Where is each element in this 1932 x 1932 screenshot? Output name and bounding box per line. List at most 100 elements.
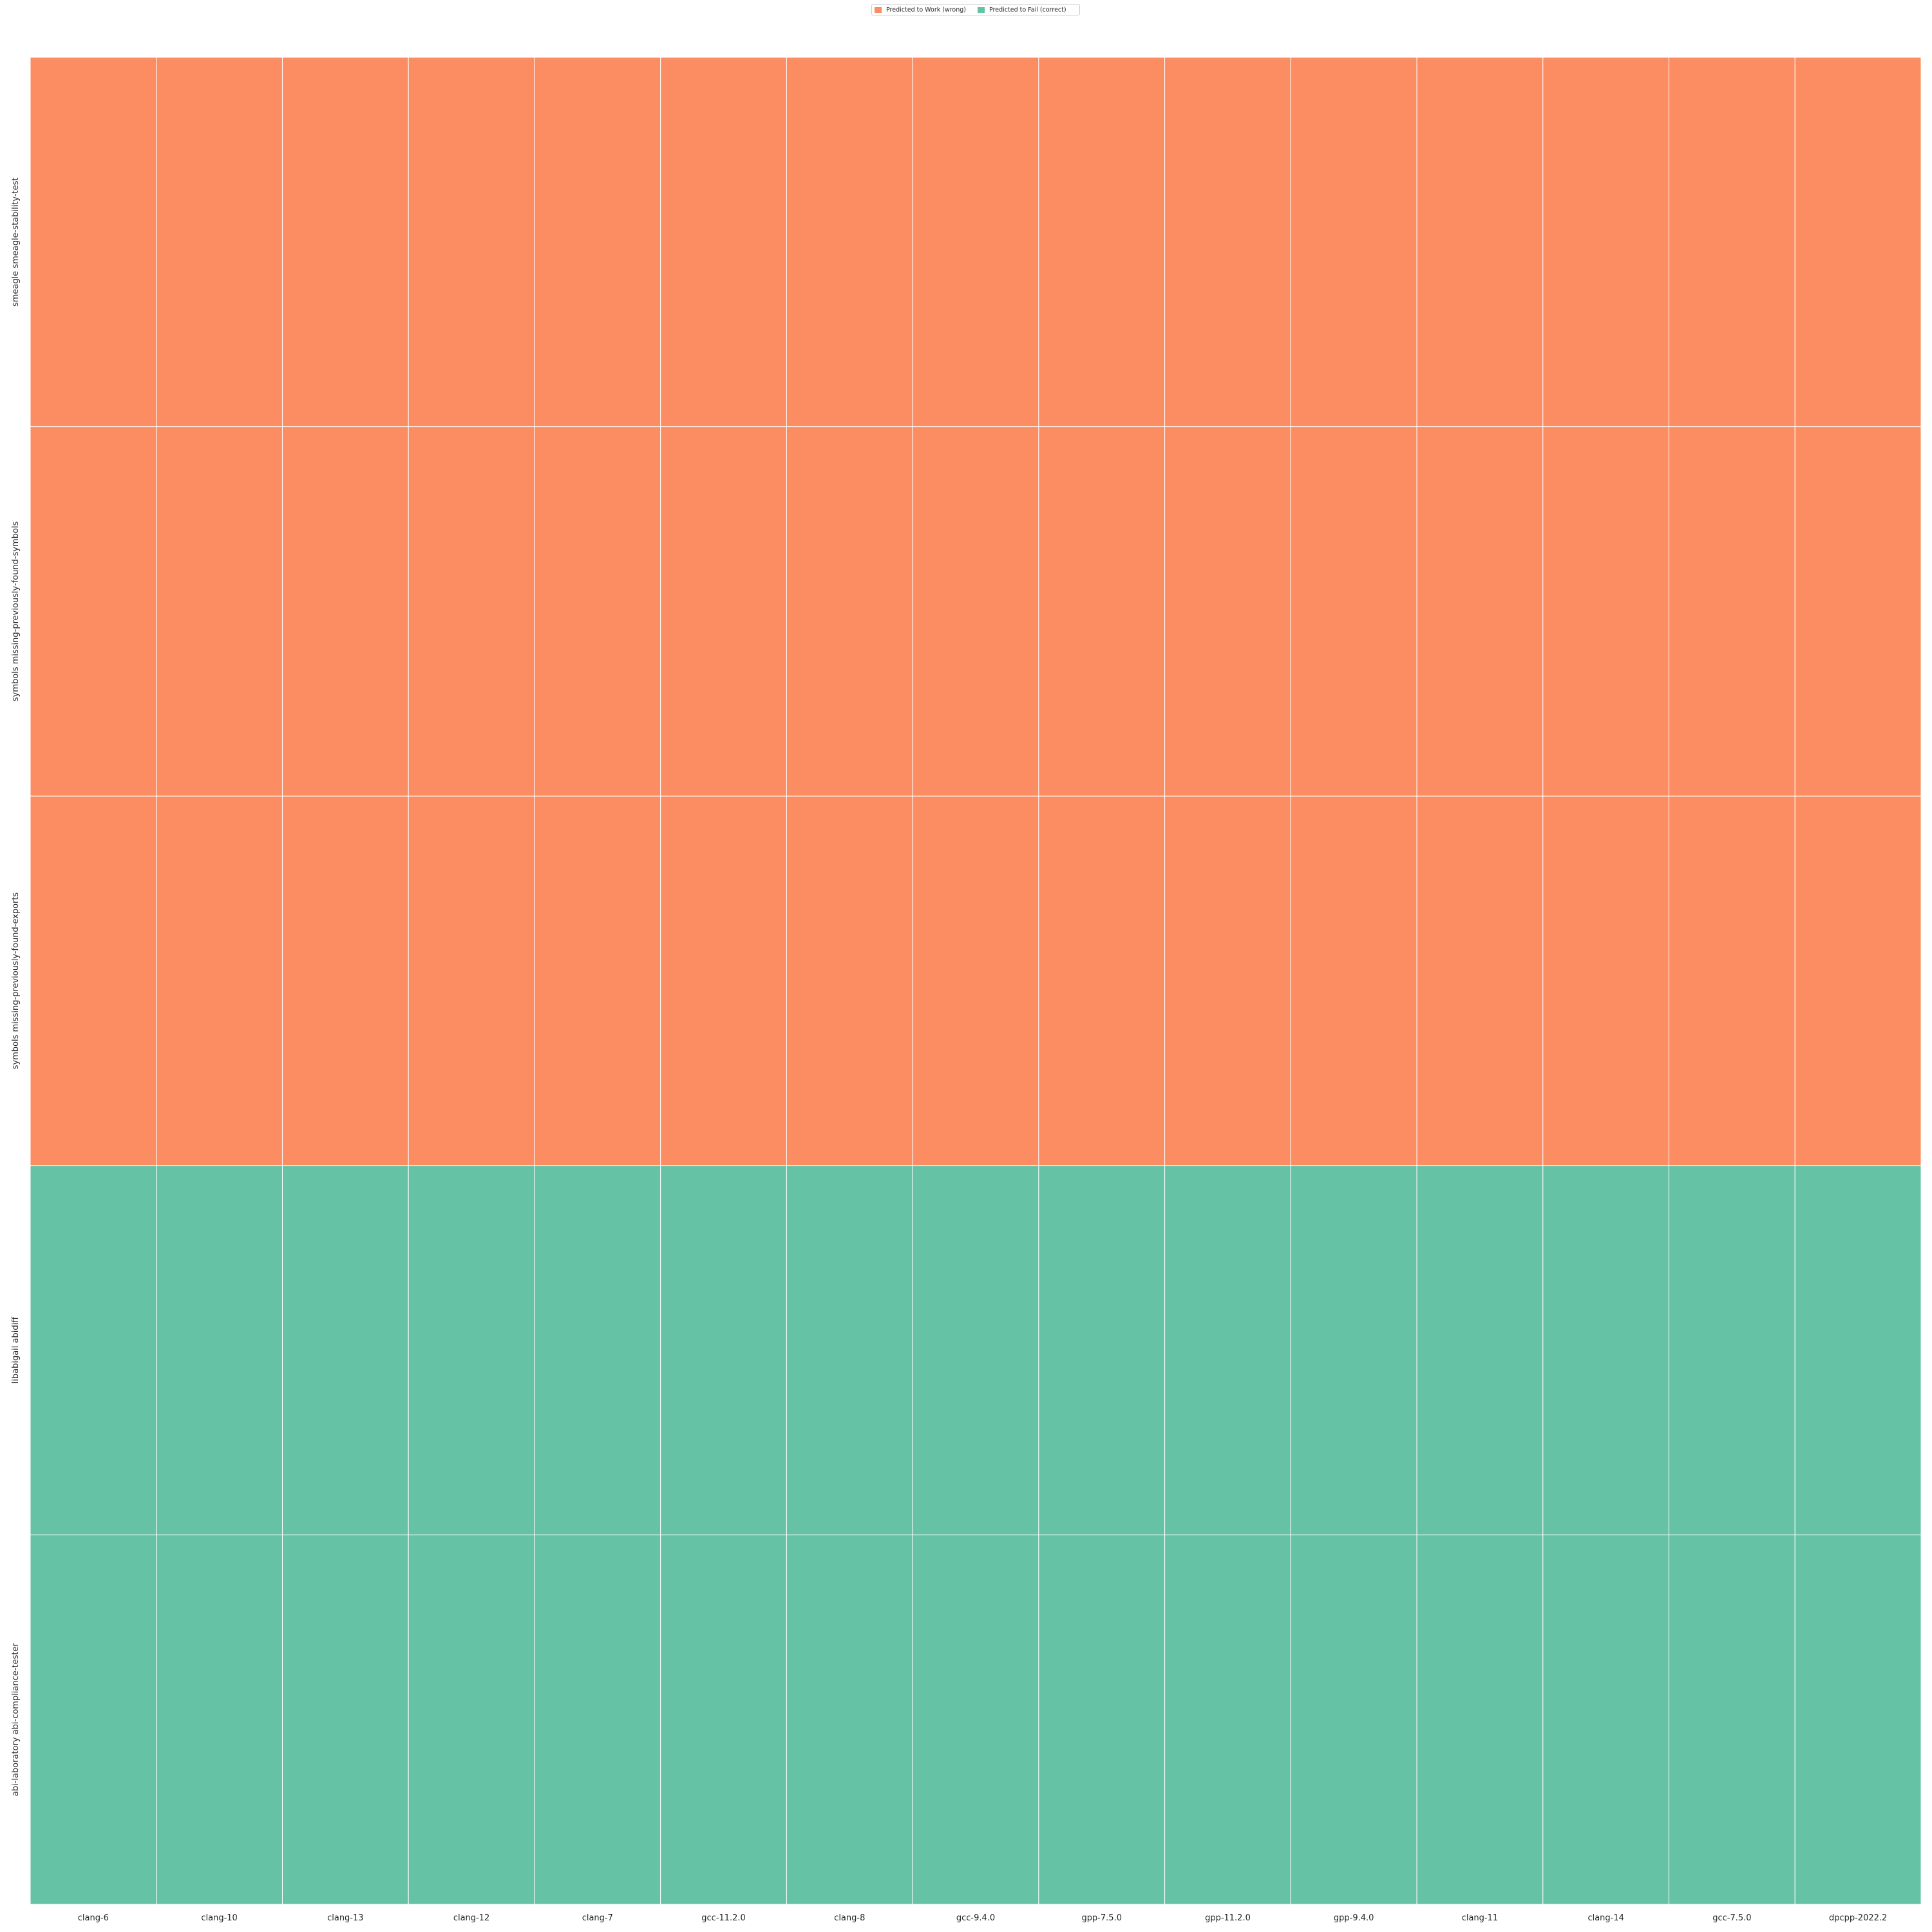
x-tick-label: clang-6 (78, 1913, 109, 1923)
heatmap-cell-r4-c13 (1669, 1534, 1795, 1905)
y-tick-label: smeagle smeagle-stability-test (11, 178, 21, 307)
heatmap-cell-r2-c10 (1290, 795, 1417, 1166)
heatmap-cell-r0-c4 (534, 57, 661, 428)
heatmap-cell-r3-c6 (786, 1165, 913, 1535)
heatmap-cell-r3-c1 (156, 1165, 283, 1535)
heatmap-cell-r1-c13 (1669, 426, 1795, 797)
legend-label-fail: Predicted to Fail (correct) (989, 6, 1066, 14)
heatmap-cell-r0-c6 (786, 57, 913, 428)
heatmap-cells (30, 57, 1922, 1905)
legend-item-fail: Predicted to Fail (correct) (978, 6, 1066, 14)
legend-swatch-fail (978, 6, 985, 13)
heatmap-cell-r2-c5 (660, 795, 787, 1166)
y-tick-label: symbols missing-previously-found-symbols (11, 521, 21, 701)
heatmap-cell-r2-c6 (786, 795, 913, 1166)
heatmap-cell-r2-c3 (408, 795, 535, 1166)
x-tick-label: gpp-9.4.0 (1334, 1913, 1374, 1923)
x-tick-label: clang-8 (834, 1913, 865, 1923)
heatmap-cell-r0-c3 (408, 57, 535, 428)
heatmap-cell-r4-c10 (1290, 1534, 1417, 1905)
x-tick-label: gpp-11.2.0 (1205, 1913, 1251, 1923)
x-tick-label: gcc-7.5.0 (1712, 1913, 1751, 1923)
x-tick-labels: clang-6 clang-10 clang-13 clang-12 clang-7 gc… (78, 1913, 1888, 1923)
x-tick-label: clang-11 (1462, 1913, 1498, 1923)
heatmap-cell-r1-c9 (1164, 426, 1291, 797)
x-tick-label: clang-14 (1587, 1913, 1624, 1923)
heatmap-cell-r0-c0 (30, 57, 157, 428)
heatmap-cell-r1-c3 (408, 426, 535, 797)
heatmap-cell-r4-c4 (534, 1534, 661, 1905)
heatmap-cell-r2-c13 (1669, 795, 1795, 1166)
heatmap-cell-r0-c1 (156, 57, 283, 428)
heatmap-cell-r4-c9 (1164, 1534, 1291, 1905)
legend-item-work: Predicted to Work (wrong) (875, 6, 966, 14)
heatmap-cell-r1-c4 (534, 426, 661, 797)
heatmap-cell-r0-c9 (1164, 57, 1291, 428)
heatmap-cell-r1-c11 (1416, 426, 1544, 797)
heatmap-cell-r2-c12 (1542, 795, 1670, 1166)
heatmap-cell-r2-c0 (30, 795, 157, 1166)
y-tick-label: libabigail abidiff (11, 1316, 21, 1384)
heatmap-cell-r4-c8 (1038, 1534, 1166, 1905)
heatmap-cell-r4-c2 (281, 1534, 409, 1905)
heatmap-cell-r0-c12 (1542, 57, 1670, 428)
y-tick-label: symbols missing-previously-found-exports (11, 892, 21, 1069)
heatmap-cell-r3-c8 (1038, 1165, 1166, 1535)
heatmap-cell-r3-c11 (1416, 1165, 1544, 1535)
heatmap-cell-r4-c0 (30, 1534, 157, 1905)
heatmap-cell-r2-c7 (912, 795, 1039, 1166)
x-tick-label: gcc-11.2.0 (701, 1913, 746, 1923)
heatmap-cell-r3-c2 (281, 1165, 409, 1535)
heatmap-cell-r1-c5 (660, 426, 787, 797)
heatmap-cell-r0-c13 (1669, 57, 1795, 428)
heatmap-cell-r2-c11 (1416, 795, 1544, 1166)
heatmap-cell-r0-c7 (912, 57, 1039, 428)
heatmap-cell-r1-c1 (156, 426, 283, 797)
heatmap-cell-r3-c7 (912, 1165, 1039, 1535)
heatmap-cell-r0-c8 (1038, 57, 1166, 428)
heatmap-cell-r3-c14 (1794, 1165, 1922, 1535)
heatmap-cell-r1-c7 (912, 426, 1039, 797)
x-tick-label: gpp-7.5.0 (1081, 1913, 1122, 1923)
heatmap-cell-r1-c0 (30, 426, 157, 797)
heatmap-cell-r0-c11 (1416, 57, 1544, 428)
heatmap-cell-r1-c8 (1038, 426, 1166, 797)
heatmap-cell-r2-c9 (1164, 795, 1291, 1166)
heatmap-cell-r4-c5 (660, 1534, 787, 1905)
heatmap-cell-r0-c2 (281, 57, 409, 428)
heatmap-cell-r1-c12 (1542, 426, 1670, 797)
heatmap-cell-r1-c6 (786, 426, 913, 797)
heatmap-cell-r3-c10 (1290, 1165, 1417, 1535)
chart-legend: Predicted to Work (wrong) Predicted to F… (871, 4, 1080, 15)
heatmap-cell-r2-c14 (1794, 795, 1922, 1166)
heatmap-cell-r4-c11 (1416, 1534, 1544, 1905)
heatmap-cell-r3-c0 (30, 1165, 157, 1535)
heatmap-cell-r1-c14 (1794, 426, 1922, 797)
heatmap-cell-r4-c7 (912, 1534, 1039, 1905)
heatmap-cell-r4-c12 (1542, 1534, 1670, 1905)
heatmap-cell-r3-c5 (660, 1165, 787, 1535)
heatmap-cell-r0-c10 (1290, 57, 1417, 428)
heatmap-cell-r0-c5 (660, 57, 787, 428)
y-tick-label: abi-laboratory abi-compliance-tester (11, 1643, 21, 1797)
x-tick-label: dpcpp-2022.2 (1829, 1913, 1887, 1923)
heatmap-cell-r4-c3 (408, 1534, 535, 1905)
heatmap-cell-r4-c1 (156, 1534, 283, 1905)
heatmap-cell-r2-c2 (281, 795, 409, 1166)
legend-swatch-work (875, 6, 882, 13)
x-tick-label: clang-10 (201, 1913, 237, 1923)
heatmap-cell-r4-c14 (1794, 1534, 1922, 1905)
heatmap-cell-r3-c9 (1164, 1165, 1291, 1535)
heatmap-cell-r1-c10 (1290, 426, 1417, 797)
heatmap-cell-r2-c1 (156, 795, 283, 1166)
heatmap-cell-r4-c6 (786, 1534, 913, 1905)
heatmap-cell-r3-c13 (1669, 1165, 1795, 1535)
heatmap-cell-r3-c4 (534, 1165, 661, 1535)
heatmap-cell-r2-c4 (534, 795, 661, 1166)
heatmap-cell-r2-c8 (1038, 795, 1166, 1166)
x-tick-label: clang-7 (582, 1913, 613, 1923)
x-tick-label: clang-12 (453, 1913, 489, 1923)
y-tick-labels: smeagle smeagle-stability-test symbols mi… (11, 178, 21, 1797)
x-tick-label: gcc-9.4.0 (956, 1913, 995, 1923)
